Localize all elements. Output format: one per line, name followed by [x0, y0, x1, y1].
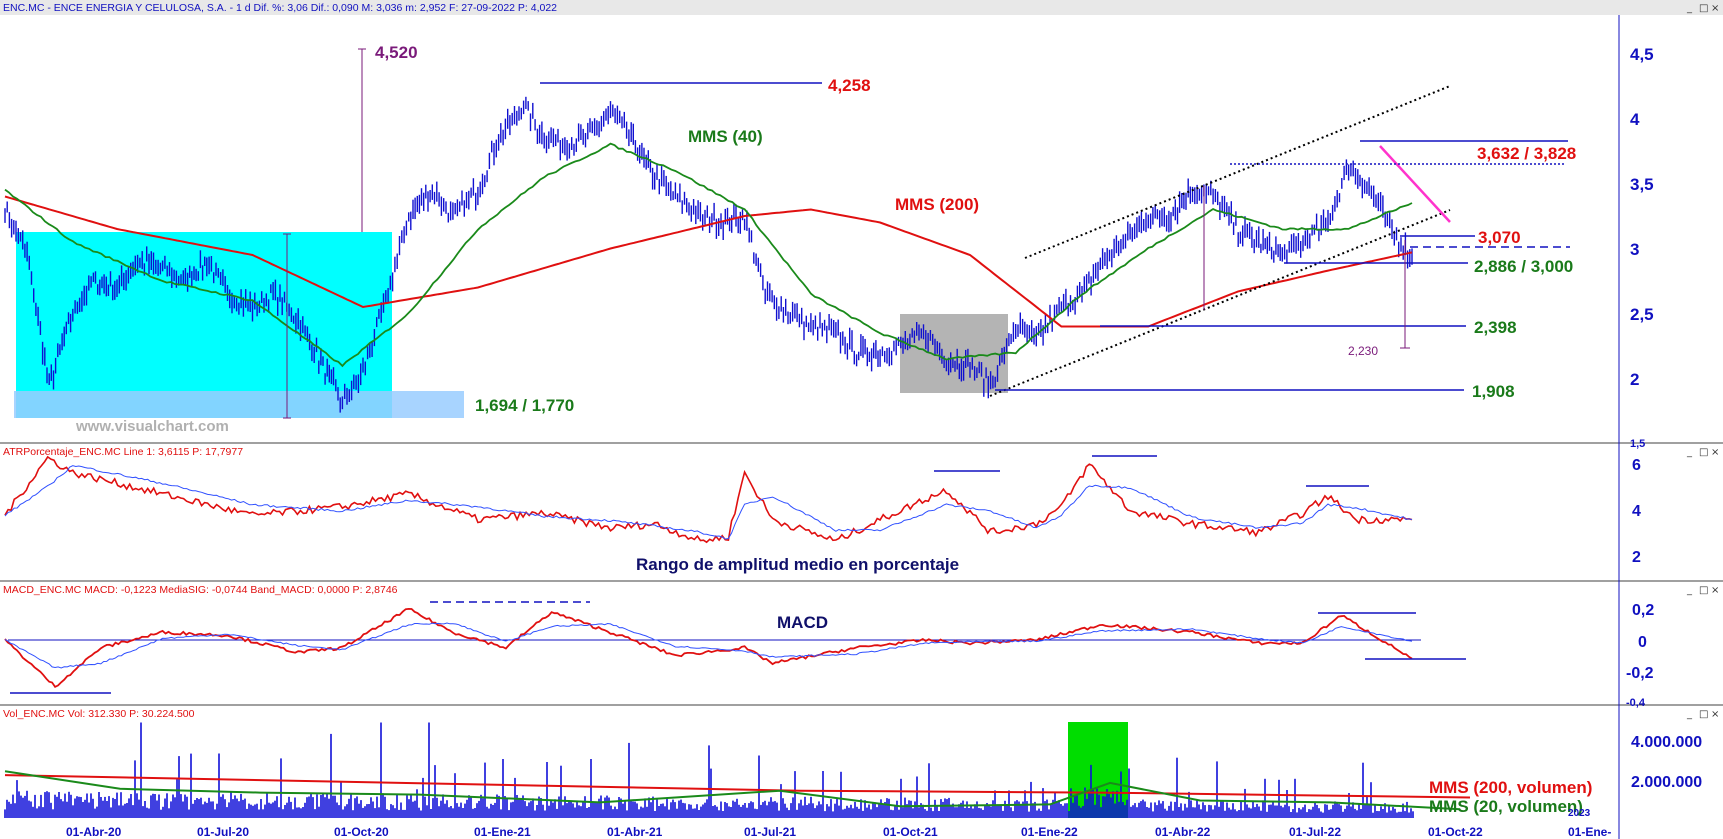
atr-close-icon[interactable]: ×	[1711, 447, 1719, 458]
ytick-1-5: 1,5	[1630, 438, 1645, 450]
xtick-jul22: 01-Jul-22	[1289, 825, 1341, 839]
atr-window-buttons: _ □ ×	[1686, 447, 1719, 458]
pink-trendline	[1379, 145, 1451, 223]
macd-line	[4, 607, 1413, 689]
label-2398: 2,398	[1474, 318, 1517, 337]
volume-header: Vol_ENC.MC Vol: 312.330 P: 30.224.500	[3, 708, 195, 720]
atr-ytick-2: 2	[1632, 549, 1641, 566]
ytick-4: 4	[1630, 110, 1640, 129]
header-bar	[0, 0, 1723, 15]
volume-ma200-line	[4, 774, 1471, 799]
volume-labels: MMS (200, volumen) MMS (20, volumen)	[1429, 778, 1592, 816]
macd-marks	[10, 601, 1466, 694]
xtick-abr20: 01-Abr-20	[66, 825, 122, 839]
atr-caption: Rango de amplitud medio en porcentaje	[636, 555, 959, 574]
xtick-abr21: 01-Abr-21	[607, 825, 663, 839]
volume-highlight-box	[1068, 722, 1128, 818]
xtick-ene22: 01-Ene-22	[1021, 825, 1078, 839]
atr-series	[4, 455, 1413, 544]
xtick-ene23: 01-Ene-	[1568, 825, 1611, 839]
close-icon[interactable]: ×	[1711, 3, 1719, 14]
xtick-2023: 2023	[1568, 808, 1591, 819]
macd-header: MACD_ENC.MC MACD: -0,1223 MediaSIG: -0,0…	[3, 584, 398, 596]
macd-close-icon[interactable]: ×	[1711, 585, 1719, 596]
macd-minimize-icon[interactable]: _	[1686, 585, 1693, 596]
label-1694-1770: 1,694 / 1,770	[475, 396, 574, 415]
window-buttons: _ □ ×	[1686, 3, 1719, 14]
support-zone-box	[14, 391, 464, 418]
xtick-oct20: 01-Oct-20	[334, 825, 389, 839]
trend-channel	[989, 85, 1451, 397]
xtick-abr22: 01-Abr-22	[1155, 825, 1211, 839]
panel-frames	[0, 15, 1723, 839]
macd-ytick-0: 0	[1638, 634, 1647, 651]
ytick-3-5: 3,5	[1630, 175, 1654, 194]
label-2230: 2,230	[1348, 344, 1378, 358]
x-axis: 01-Abr-20 01-Jul-20 01-Oct-20 01-Ene-21 …	[66, 808, 1611, 839]
ma200-line	[4, 195, 1413, 328]
ma40-line	[4, 142, 1413, 368]
header-title: ENC.MC - ENCE ENERGIA Y CELULOSA, S.A. -…	[3, 2, 557, 14]
ytick-2: 2	[1630, 370, 1639, 389]
label-vol-ma200: MMS (200, volumen)	[1429, 778, 1592, 797]
label-3632-3828: 3,632 / 3,828	[1477, 144, 1576, 163]
macd-ytick-neg0-2: -0,2	[1626, 665, 1654, 682]
vol-close-icon[interactable]: ×	[1711, 709, 1719, 720]
vol-ytick-4m: 4.000.000	[1631, 734, 1702, 751]
atr-marks	[934, 455, 1369, 487]
volume-ma20-line	[4, 770, 1461, 811]
atr-signal-line	[4, 465, 1413, 540]
xtick-oct21: 01-Oct-21	[883, 825, 938, 839]
macd-window-buttons: _ □ ×	[1686, 585, 1719, 596]
watermark: www.visualchart.com	[75, 418, 229, 435]
macd-yaxis: 0,2 0 -0,2 -0,4	[1626, 602, 1654, 709]
measure-lines	[283, 48, 1410, 419]
channel-upper-line	[1024, 85, 1451, 259]
ma40-series	[4, 142, 1413, 368]
xtick-ene21: 01-Ene-21	[474, 825, 531, 839]
atr-header: ATRPorcentaje_ENC.MC Line 1: 3,6115 P: 1…	[3, 446, 243, 458]
label-1908: 1,908	[1472, 382, 1515, 401]
xtick-jul21: 01-Jul-21	[744, 825, 796, 839]
ytick-2-5: 2,5	[1630, 305, 1654, 324]
label-ma40: MMS (40)	[688, 127, 763, 146]
macd-series	[4, 607, 1413, 689]
atr-restore-icon[interactable]: □	[1699, 447, 1708, 458]
atr-minimize-icon[interactable]: _	[1686, 447, 1693, 458]
label-4258: 4,258	[828, 76, 871, 95]
vol-restore-icon[interactable]: □	[1699, 709, 1708, 720]
atr-ytick-6: 6	[1632, 457, 1641, 474]
label-ma200: MMS (200)	[895, 195, 979, 214]
label-3070: 3,070	[1478, 228, 1521, 247]
label-4520: 4,520	[375, 43, 418, 62]
macd-ytick-0-2: 0,2	[1632, 602, 1654, 619]
atr-line	[4, 455, 1413, 544]
macd-caption: MACD	[777, 613, 828, 632]
volume-yaxis: 4.000.000 2.000.000	[1631, 734, 1702, 791]
ytick-3: 3	[1630, 240, 1639, 259]
label-vol-ma20: MMS (20, volumen)	[1429, 797, 1583, 816]
restore-icon[interactable]: □	[1699, 3, 1708, 14]
volume-bars	[4, 722, 1414, 818]
macd-ytick-neg0-4: -0,4	[1626, 697, 1646, 709]
xtick-jul20: 01-Jul-20	[197, 825, 249, 839]
label-2886-3000: 2,886 / 3,000	[1474, 257, 1573, 276]
atr-yaxis: 6 4 2	[1632, 457, 1641, 566]
minimize-icon[interactable]: _	[1686, 3, 1693, 14]
volume-ma-series	[4, 770, 1471, 811]
ytick-4-5: 4,5	[1630, 45, 1654, 64]
level-labels: 4,520 4,258 MMS (40) MMS (200) 3,632 / 3…	[375, 43, 1576, 415]
macd-restore-icon[interactable]: □	[1699, 585, 1708, 596]
price-yaxis: 4,5 4 3,5 3 2,5 2 1,5	[1630, 45, 1654, 450]
ma200-series	[4, 195, 1413, 328]
vol-minimize-icon[interactable]: _	[1686, 709, 1693, 720]
vol-ytick-2m: 2.000.000	[1631, 774, 1702, 791]
atr-ytick-4: 4	[1632, 503, 1641, 520]
volume-window-buttons: _ □ ×	[1686, 709, 1719, 720]
xtick-oct22: 01-Oct-22	[1428, 825, 1483, 839]
macd-signal-line	[4, 622, 1413, 669]
